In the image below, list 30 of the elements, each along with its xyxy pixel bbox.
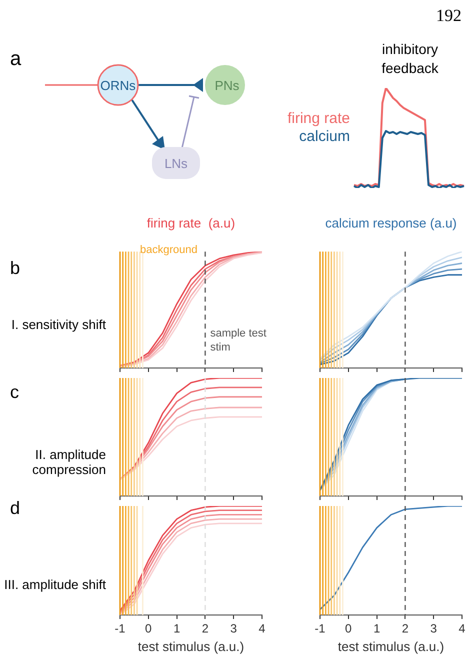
text: I. sensitivity shift: [10, 317, 106, 333]
text: II. amplitude compression: [31, 447, 106, 478]
text: III. amplitude shift: [3, 577, 106, 593]
x-tick-label: 1: [373, 622, 380, 636]
text: 192: [436, 6, 462, 26]
x-tick-label: 4: [258, 622, 266, 636]
x-tick-label: 2: [202, 622, 209, 636]
ref-line-label: sample test stim: [210, 328, 266, 354]
text: d: [10, 498, 20, 519]
x-tick-label: 0: [345, 622, 352, 636]
x-tick-label: 2: [402, 622, 409, 636]
text: b: [10, 258, 20, 279]
chart-title: calcium response (a.u): [325, 215, 457, 230]
x-tick-label: 0: [145, 622, 152, 636]
annotation: background: [140, 244, 198, 257]
text: firing rate: [286, 110, 350, 127]
x-tick-label: 4: [458, 622, 466, 636]
x-tick-label: 3: [230, 622, 238, 636]
chart-title: inhibitory feedback: [380, 40, 440, 78]
text: a: [10, 48, 22, 71]
x-tick-label: 3: [430, 622, 438, 636]
text: calcium: [298, 128, 350, 145]
x-axis-title: test stimulus (a.u.): [338, 638, 444, 654]
x-tick-label: -1: [114, 622, 126, 636]
x-axis-title: test stimulus (a.u.): [138, 638, 244, 654]
neuron-circuit-diagram: ORNs PNs LNs: [45, 64, 245, 179]
x-tick-label: 1: [173, 622, 180, 636]
chart-title: firing rate (a.u): [146, 215, 236, 230]
text: c: [10, 382, 19, 403]
x-tick-label: -1: [314, 622, 326, 636]
